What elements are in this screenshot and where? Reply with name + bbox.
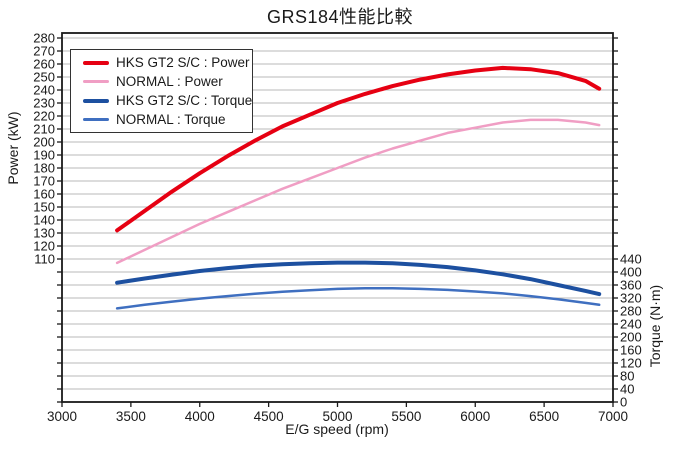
legend-label: NORMAL : Torque — [116, 112, 226, 127]
rpm-tick-label: 7000 — [598, 409, 628, 424]
power-tick-label: 190 — [33, 148, 55, 163]
chart-title: GRS184性能比較 — [266, 7, 414, 27]
power-tick-label: 160 — [33, 187, 55, 202]
y-axis-label-torque: Torque (N·m) — [647, 284, 663, 368]
torque-tick-label: 40 — [620, 382, 634, 397]
torque-tick-label: 400 — [620, 265, 642, 280]
rpm-tick-label: 5500 — [391, 409, 421, 424]
torque-tick-label: 0 — [620, 395, 627, 410]
torque-tick-label: 280 — [620, 304, 642, 319]
rpm-tick-label: 6000 — [460, 409, 490, 424]
rpm-tick-label: 3000 — [47, 409, 77, 424]
rpm-tick-label: 4000 — [185, 409, 215, 424]
series-line-1 — [115, 118, 601, 265]
x-axis-label: E/G speed (rpm) — [285, 421, 389, 437]
y-axis-label-power: Power (kW) — [5, 111, 21, 185]
torque-tick-label: 240 — [620, 317, 642, 332]
legend-line-swatch-normal-torque — [83, 118, 109, 121]
rpm-tick-label: 3500 — [116, 409, 146, 424]
legend-line-swatch-normal-power — [83, 80, 109, 83]
rpm-tick-label: 4500 — [254, 409, 284, 424]
legend-item-normal-torque: NORMAL : Torque — [83, 110, 252, 129]
series-line-2 — [115, 260, 602, 297]
legend-item-hks-power: HKS GT2 S/C : Power — [83, 53, 252, 72]
power-tick-label: 280 — [33, 31, 55, 46]
rpm-tick-label: 5000 — [322, 409, 352, 424]
torque-tick-label: 200 — [620, 330, 642, 345]
power-tick-label: 270 — [33, 44, 55, 59]
power-tick-label: 120 — [33, 239, 55, 254]
power-tick-label: 230 — [33, 96, 55, 111]
power-tick-label: 150 — [33, 200, 55, 215]
power-tick-label: 140 — [33, 213, 55, 228]
torque-tick-label: 320 — [620, 291, 642, 306]
legend-label: HKS GT2 S/C : Power — [116, 55, 250, 70]
legend: HKS GT2 S/C : Power NORMAL : Power HKS G… — [70, 49, 253, 133]
power-tick-label: 220 — [33, 109, 55, 124]
series-lines — [115, 65, 602, 310]
legend-label: NORMAL : Power — [116, 74, 223, 89]
legend-label: HKS GT2 S/C : Torque — [116, 93, 253, 108]
torque-tick-label: 160 — [620, 343, 642, 358]
legend-line-swatch-hks-torque — [83, 98, 109, 103]
series-line-3 — [115, 287, 601, 310]
power-tick-label: 240 — [33, 83, 55, 98]
series-line-0 — [115, 65, 602, 233]
power-tick-label: 130 — [33, 226, 55, 241]
power-tick-label: 260 — [33, 57, 55, 72]
legend-item-normal-power: NORMAL : Power — [83, 72, 252, 91]
power-tick-label: 170 — [33, 174, 55, 189]
power-tick-label: 200 — [33, 135, 55, 150]
power-tick-label: 110 — [34, 252, 55, 267]
tick-labels: 2802702602502402302202102001901801701601… — [33, 31, 641, 425]
torque-tick-label: 80 — [620, 369, 634, 384]
plot-border — [61, 32, 614, 403]
torque-tick-label: 120 — [620, 356, 642, 371]
gridlines — [62, 37, 613, 390]
legend-line-swatch-hks-power — [83, 60, 109, 65]
power-tick-label: 210 — [33, 122, 55, 137]
power-tick-label: 250 — [33, 70, 55, 85]
legend-item-hks-torque: HKS GT2 S/C : Torque — [83, 91, 252, 110]
rpm-tick-label: 6500 — [529, 409, 559, 424]
torque-tick-label: 440 — [620, 252, 642, 267]
power-tick-label: 180 — [33, 161, 55, 176]
torque-tick-label: 360 — [620, 278, 642, 293]
